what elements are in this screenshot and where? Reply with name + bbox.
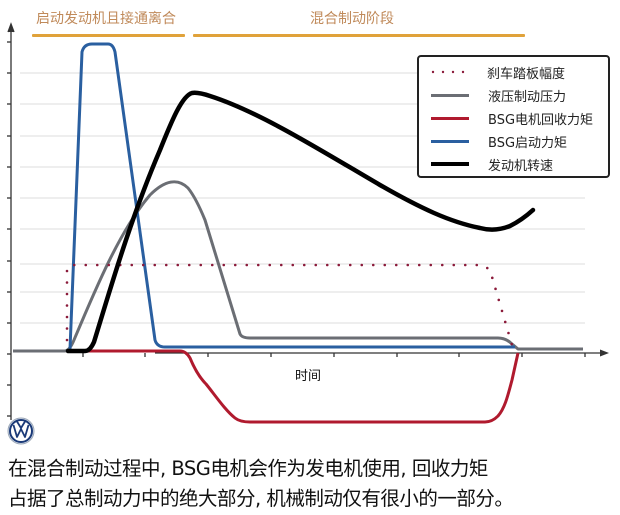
series-bsg-regen-torque (86, 349, 520, 424)
legend-item-bsg-regen-torque: BSG电机回收力矩 (419, 107, 593, 129)
caption-line-2: 占据了总制动力中的绝大部分, 机械制动仅有很小的一部分。 (8, 487, 514, 510)
vw-logo-icon (7, 417, 35, 445)
phase-hybrid-label: 混合制动阶段 (310, 11, 394, 27)
line-swatch-icon (431, 139, 469, 143)
dotted-line-swatch-icon (431, 70, 473, 74)
legend-item-brake-pedal: 刹车踏板幅度 (419, 61, 565, 83)
series-engine-speed (65, 90, 536, 354)
phase-start-label: 启动发动机且接通离合 (36, 11, 176, 27)
legend-label: 液压制动压力 (488, 89, 567, 105)
legend-label: BSG电机回收力矩 (488, 112, 594, 128)
caption-line-1: 在混合制动过程中, BSG电机会作为发电机使用, 回收力矩 (8, 457, 488, 480)
legend-label: BSG启动力矩 (488, 135, 568, 151)
series-bsg-start-torque (68, 42, 515, 350)
line-swatch-icon (431, 162, 469, 166)
legend-item-bsg-start-torque: BSG启动力矩 (419, 130, 567, 152)
x-axis-label: 时间 (295, 369, 322, 384)
chart-legend: 刹车踏板幅度 液压制动压力 BSG电机回收力矩 BSG启动力矩 发动机转速 (417, 55, 610, 178)
phase-hybrid-bar (193, 34, 525, 37)
y-axis (7, 22, 15, 420)
line-swatch-icon (431, 116, 469, 120)
legend-item-engine-speed: 发动机转速 (419, 153, 553, 175)
legend-label: 刹车踏板幅度 (487, 66, 566, 82)
x-axis (82, 349, 609, 357)
line-swatch-icon (431, 93, 469, 97)
chart-plot (7, 22, 609, 424)
series-hydraulic-pressure (13, 180, 583, 353)
phase-start-bar (32, 34, 185, 37)
legend-item-hydraulic-pressure: 液压制动压力 (419, 84, 566, 106)
legend-label: 发动机转速 (488, 158, 554, 174)
series-brake-pedal (65, 263, 514, 347)
